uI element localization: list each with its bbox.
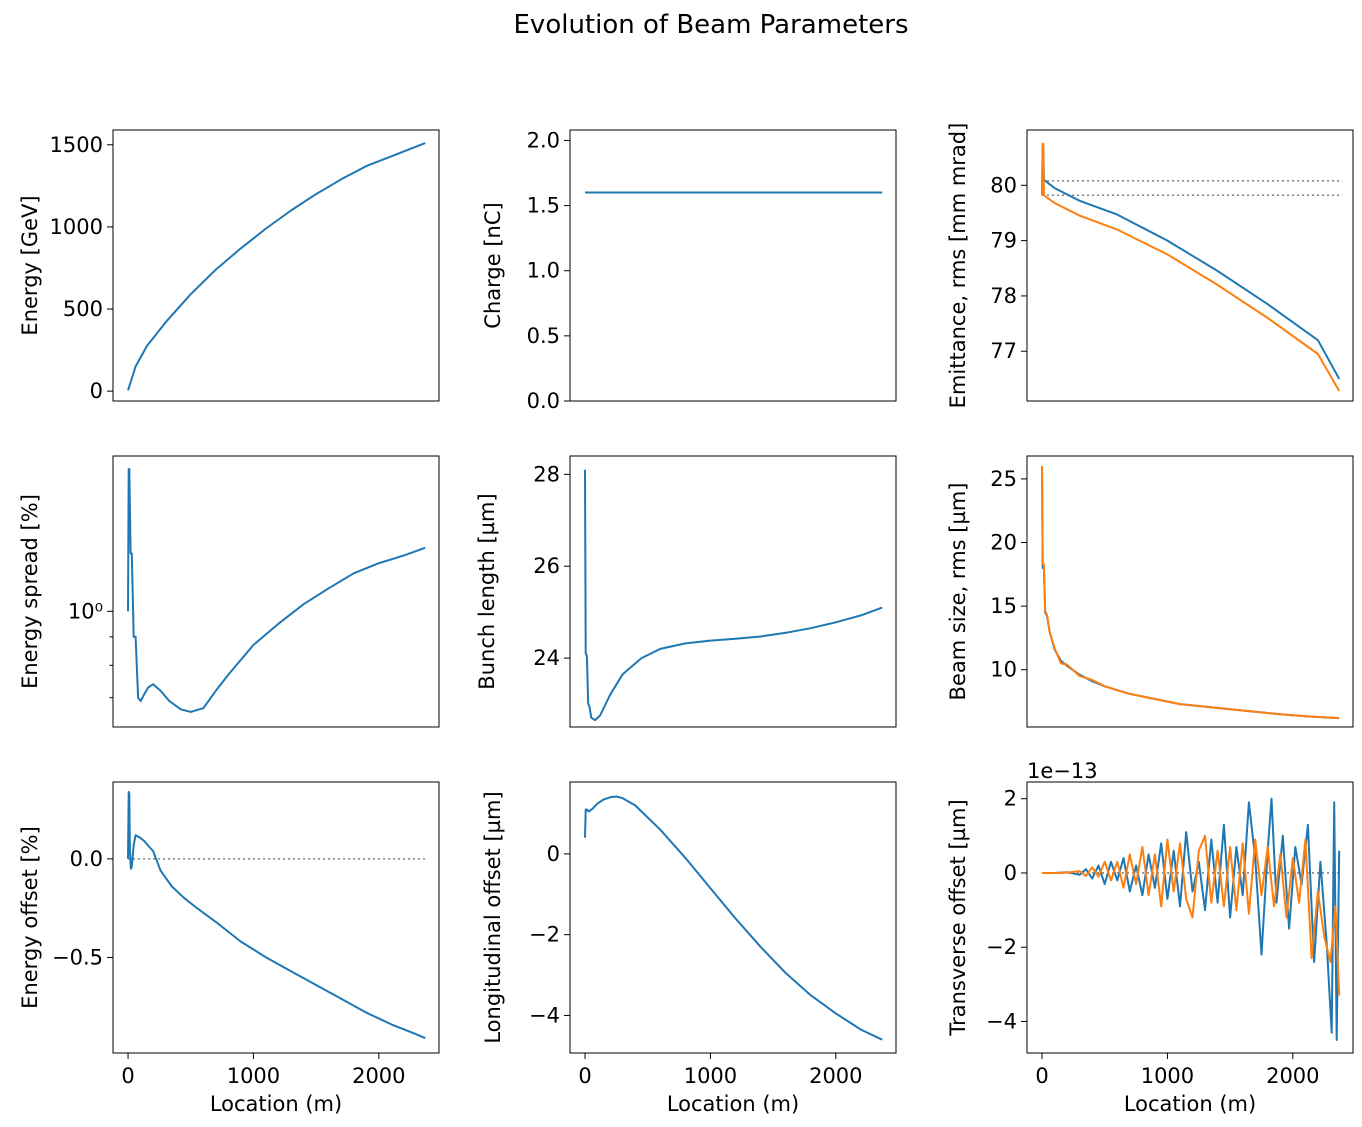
panel-longitudinal-offset: −4 −2 0 0 1000 2000 Longitudinal offset [µm] Lo… (481, 781, 897, 1116)
y-axis-label: Longitudinal offset [µm] (481, 791, 505, 1043)
y-axis-label: Emittance, rms [mm mrad] (946, 123, 970, 409)
series-line-1 (584, 795, 883, 1041)
panel-energy-offset: −0.5 0.0 0 1000 2000 Energy offset [%] Locatio… (18, 781, 440, 1116)
y-tick-label: 79 (990, 229, 1017, 253)
y-tick-label: −4 (529, 1003, 560, 1027)
y-tick-label: 77 (990, 339, 1017, 363)
x-tick-label: 2000 (352, 1064, 405, 1088)
series-line-1 (1041, 466, 1340, 720)
y-tick-label: 0 (90, 379, 103, 403)
x-axis-label: Location (m) (667, 1092, 799, 1116)
panel-energy: 0 500 1000 1500 Energy [GeV] (18, 129, 440, 403)
series-line-1 (1042, 797, 1341, 1041)
y-axis-label: Transverse offset [µm] (946, 799, 970, 1036)
x-tick-label: 0 (121, 1064, 134, 1088)
series-line-1 (127, 468, 426, 713)
panel-transverse-offset: −4 −2 0 2 0 1000 2000 Transverse offset [µm] Loc… (946, 759, 1354, 1116)
panel-emittance: 77 78 79 80 Emittance, rms [mm mrad] (946, 123, 1354, 409)
y-tick-label: 0.0 (527, 389, 560, 413)
series-line-1 (127, 790, 426, 1040)
x-tick-label: 2000 (1266, 1064, 1319, 1088)
x-tick-label: 2000 (809, 1064, 862, 1088)
panel-charge: 0.0 0.5 1.0 1.5 2.0 Charge [nC] (481, 128, 897, 413)
plot-frame (112, 129, 440, 402)
y-axis-label: Charge [nC] (481, 202, 505, 328)
series-line-2 (1041, 466, 1340, 720)
y-tick-label: 78 (990, 284, 1017, 308)
y-tick-label: 26 (533, 554, 560, 578)
y-tick-label: 0 (547, 842, 560, 866)
y-tick-label: 24 (533, 646, 560, 670)
y-tick-label: 500 (63, 297, 103, 321)
series-line-2 (1041, 142, 1341, 392)
x-tick-label: 0 (1035, 1064, 1048, 1088)
figure-title: Evolution of Beam Parameters (514, 10, 909, 40)
y-tick-label: 10⁰ (68, 599, 103, 623)
y-axis-label: Energy offset [%] (18, 826, 42, 1009)
panel-beam-size: 10 15 20 25 Beam size, rms [µm] (946, 455, 1354, 728)
y-tick-label: 80 (990, 173, 1017, 197)
y-tick-label: 20 (990, 531, 1017, 555)
series-line-1 (584, 469, 883, 722)
y-offset-label: 1e−13 (1027, 759, 1098, 783)
plot-frame (569, 781, 897, 1054)
y-axis-label: Energy spread [%] (18, 494, 42, 689)
y-tick-label: 28 (533, 462, 560, 486)
plot-frame (569, 129, 897, 402)
series-line-2 (1042, 834, 1341, 996)
y-tick-label: 15 (990, 594, 1017, 618)
y-tick-label: 25 (990, 467, 1017, 491)
y-tick-label: 0.5 (527, 324, 560, 348)
y-tick-label: −0.5 (52, 945, 103, 969)
plot-frame (112, 781, 440, 1054)
y-axis-label: Energy [GeV] (18, 195, 42, 335)
x-tick-label: 1000 (227, 1064, 280, 1088)
y-tick-label: 2 (1004, 787, 1017, 811)
y-tick-label: 0 (1004, 861, 1017, 885)
series-line-1 (127, 142, 426, 391)
plot-frame (112, 455, 440, 728)
x-tick-label: 0 (578, 1064, 591, 1088)
series-line-1 (1041, 144, 1341, 380)
plot-frame (1026, 129, 1354, 402)
plot-frame (569, 455, 897, 728)
plot-frame (1026, 781, 1354, 1054)
y-axis-label: Bunch length [µm] (475, 493, 499, 689)
plot-frame (1026, 455, 1354, 728)
y-tick-label: 10 (990, 658, 1017, 682)
x-axis-label: Location (m) (1124, 1092, 1256, 1116)
x-axis-label: Location (m) (210, 1092, 342, 1116)
y-tick-label: −2 (986, 935, 1017, 959)
panel-energy-spread: 10⁰ Energy spread [%] (18, 455, 440, 728)
x-tick-label: 1000 (1141, 1064, 1194, 1088)
y-tick-label: 2.0 (527, 128, 560, 152)
x-tick-label: 1000 (684, 1064, 737, 1088)
y-axis-label: Beam size, rms [µm] (946, 483, 970, 701)
y-tick-label: 1.5 (527, 194, 560, 218)
y-tick-label: 1000 (50, 215, 103, 239)
panel-bunch-length: 24 26 28 Bunch length [µm] (475, 455, 897, 728)
y-tick-label: −4 (986, 1009, 1017, 1033)
y-tick-label: −2 (529, 923, 560, 947)
y-tick-label: 0.0 (70, 847, 103, 871)
y-tick-label: 1.0 (527, 259, 560, 283)
y-tick-label: 1500 (50, 133, 103, 157)
